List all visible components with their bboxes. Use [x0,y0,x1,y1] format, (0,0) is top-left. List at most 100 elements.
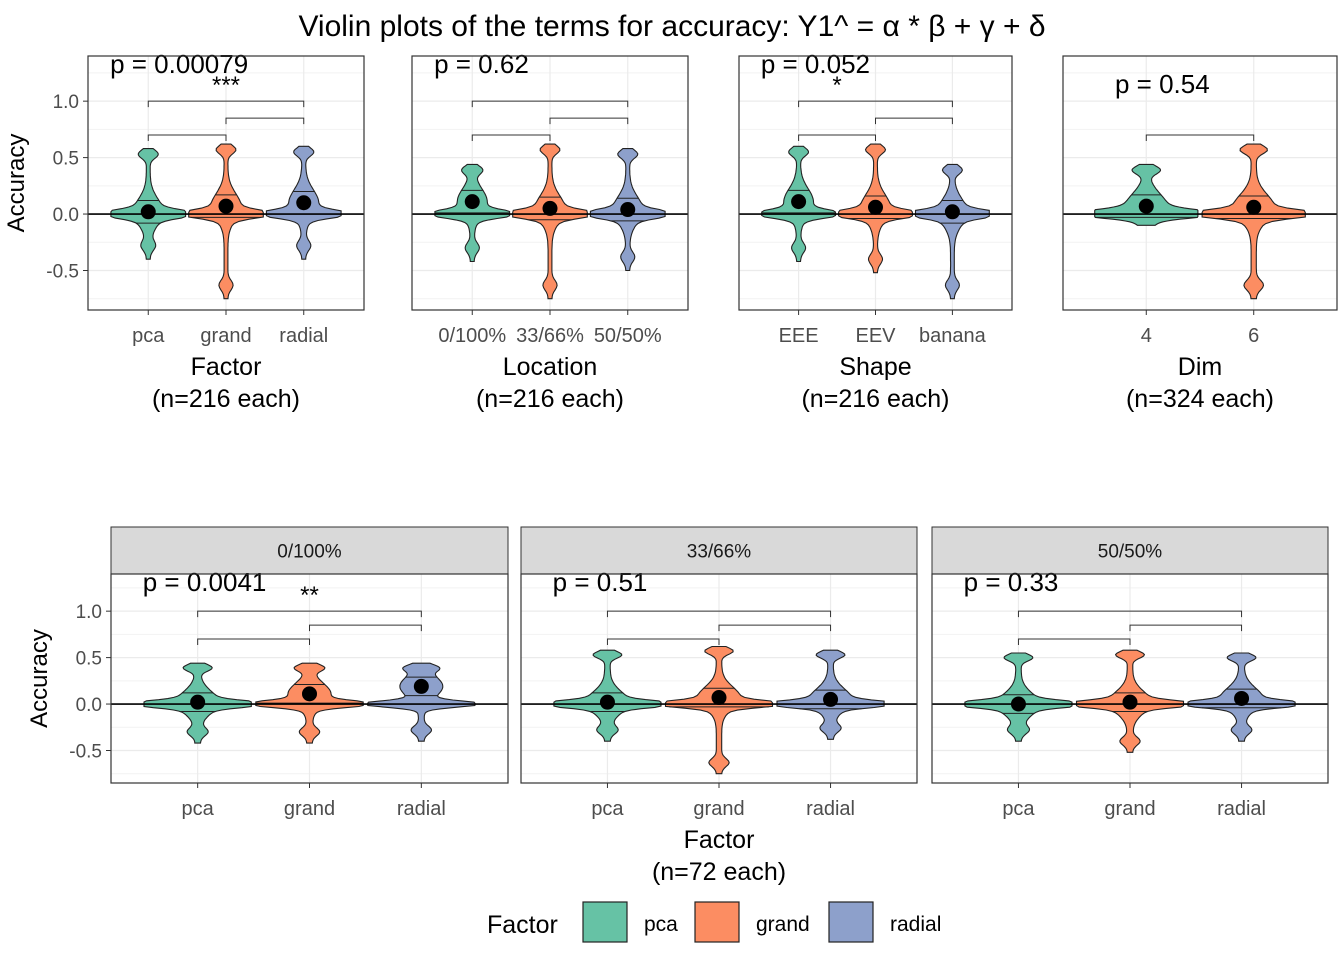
comparison-bracket [471,100,629,108]
mean-point-grand [302,686,317,702]
p-value-label: p = 0.62 [434,49,529,79]
panel-2: p = 0.62 0/100% 33/66% 50/50% Location (n=216… [411,49,689,413]
y-tick-label: 1.0 [53,92,79,113]
comparison-bracket [798,100,953,108]
x-axis-label: Factor [684,826,755,854]
x-tick-label: banana [919,325,987,347]
facet-strip [931,526,1329,575]
x-tick-label: 4 [1141,325,1152,347]
x-tick-label: pca [132,325,165,347]
y-axis-label: Accuracy [26,629,53,728]
p-value-label: p = 0.33 [964,567,1059,597]
comparison-bracket [1129,624,1243,632]
violin-radial [367,662,476,742]
mean-point-pca [599,694,615,710]
mean-point-0/100% [464,194,480,210]
p-value-label: p = 0.00079 [110,49,248,79]
p-value-label: p = 0.0041 [143,567,267,597]
panel-7: 50/50% p = 0.33 pca grand radial [931,526,1329,820]
x-axis-sublabel: (n=324 each) [1126,385,1274,413]
mean-point-pca [190,694,206,710]
comparison-bracket [1017,638,1131,646]
significance-stars: *** [212,72,240,99]
comparison-bracket [471,134,551,142]
x-axis-sublabel: (n=216 each) [476,385,624,413]
x-axis-label: Shape [839,353,911,381]
mean-point-banana [944,204,960,220]
comparison-bracket [1145,134,1255,142]
x-axis-sublabel: (n=216 each) [152,385,300,413]
mean-point-radial [296,195,312,211]
mean-point-grand [711,690,727,706]
comparison-bracket [225,117,305,125]
mean-point-radial [823,691,839,707]
x-axis-label: Factor [191,353,262,381]
violin-33/66% [512,143,588,300]
x-axis-label: Dim [1178,353,1222,381]
significance-stars: ** [300,582,319,609]
x-tick-label: radial [279,325,328,347]
x-axis-sublabel: (n=216 each) [801,385,949,413]
x-axis-sublabel: (n=72 each) [652,858,786,886]
p-value-label: p = 0.54 [1115,69,1210,99]
comparison-bracket [718,624,832,632]
x-tick-label: radial [1217,798,1266,820]
facet-label: 50/50% [1098,542,1163,563]
x-tick-label: pca [591,798,624,820]
mean-point-33/66% [542,200,558,216]
x-tick-label: EEV [855,325,896,347]
mean-point-grand [218,198,234,214]
x-tick-label: radial [397,798,446,820]
facet-label: 0/100% [277,542,342,563]
panel-3: p = 0.052* EEE EEV banana Shape (n=216 each) [738,49,1013,413]
comparison-bracket [147,134,227,142]
panel-4: p = 0.54 4 6 Dim (n=324 each) [1062,55,1338,413]
legend-label-radial: radial [890,913,941,936]
mean-point-pca [140,204,156,220]
x-tick-label: 0/100% [438,325,506,347]
panel-5: 0/100% p = 0.0041 ** 1.0 0.5 0.0 -0.5 Accuracy p… [26,526,509,820]
p-value-label: p = 0.052 [761,49,870,79]
mean-point-EEV [868,199,883,215]
x-tick-label: EEE [779,325,819,347]
comparison-bracket [197,638,310,646]
mean-point-pca [1010,696,1026,712]
violin-banana [914,163,990,300]
panel-1: p = 0.00079*** 1.0 0.5 0.0 -0.5 Accuracy pca gr… [3,49,365,413]
y-tick-label: 0.0 [76,695,102,716]
x-axis-label: Location [503,353,598,381]
comparison-bracket [875,117,953,125]
comparison-bracket [1017,610,1243,618]
y-tick-label: 0.0 [53,205,79,226]
mean-point-50/50% [620,202,636,218]
y-tick-label: 1.0 [76,602,102,623]
mean-point-radial [1234,690,1250,706]
violin-grand [188,143,264,300]
legend-label-grand: grand [756,913,810,936]
comparison-bracket [798,134,876,142]
x-tick-label: 6 [1248,325,1259,347]
panel-border [1062,55,1338,311]
violin-grand [664,645,774,775]
x-tick-label: grand [693,798,744,820]
mean-point-4 [1138,198,1154,214]
y-tick-label: -0.5 [46,261,79,282]
x-tick-label: radial [806,798,855,820]
significance-stars: * [832,72,841,99]
comparison-bracket [549,117,629,125]
x-tick-label: grand [1104,798,1155,820]
legend-key-radial [828,901,874,943]
y-tick-label: 0.5 [53,149,79,170]
comparison-bracket [309,624,422,632]
legend-title: Factor [487,911,558,939]
panel-6: 33/66% p = 0.51 pca grand radial Factor (n=72 … [520,526,918,886]
mean-point-grand [1122,694,1138,710]
violin-6 [1201,143,1306,300]
facet-strip [520,526,918,575]
legend-key-grand [694,901,740,943]
figure-title: Violin plots of the terms for accuracy: … [298,10,1045,43]
plot-background [1063,56,1337,310]
comparison-bracket [606,638,720,646]
x-tick-label: grand [284,798,335,820]
